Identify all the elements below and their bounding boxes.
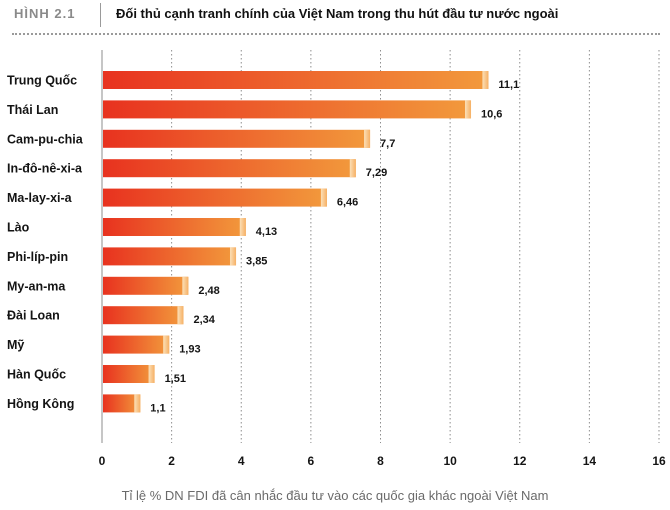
bar <box>103 247 237 266</box>
bar-end-cap <box>134 394 141 413</box>
bar-chart: 0 2 4 6 8 10 12 14 16 Trung Quốc 11,1 Thái Lan 10,6 C… <box>7 50 666 468</box>
bar-end-cap <box>230 247 237 266</box>
bar-end-cap <box>349 159 356 178</box>
value-label: 10,6 <box>481 108 502 120</box>
bar-group: Cam-pu-chia 7,7 <box>7 129 395 150</box>
bar-end-cap <box>182 276 189 295</box>
bar <box>103 159 356 178</box>
value-label: 1,93 <box>179 344 200 356</box>
category-label: Ma-lay-xi-a <box>7 191 73 205</box>
header-divider <box>100 3 101 27</box>
bar-group: Thái Lan 10,6 <box>7 100 502 120</box>
category-label: Hàn Quốc <box>7 368 66 382</box>
value-label: 2,34 <box>193 314 215 326</box>
category-label: Đài Loan <box>7 309 60 323</box>
category-label: My-an-ma <box>7 279 66 293</box>
bar-group: My-an-ma 2,48 <box>7 276 220 297</box>
bar-end-cap <box>163 335 170 354</box>
bar <box>103 394 141 413</box>
x-tick-label: 16 <box>652 454 666 468</box>
bar-group: In-đô-nê-xi-a 7,29 <box>7 159 387 179</box>
bar <box>103 71 489 89</box>
bar-end-cap <box>148 365 155 383</box>
bar <box>103 276 189 295</box>
bar <box>103 100 472 119</box>
bar <box>103 188 327 207</box>
bar-group: Lào 4,13 <box>7 218 277 238</box>
bar <box>103 306 184 325</box>
category-label: Cam-pu-chia <box>7 132 84 146</box>
bar-group: Hàn Quốc 1,51 <box>7 365 186 385</box>
value-label: 2,48 <box>198 285 219 297</box>
category-label: Phi-líp-pin <box>7 250 68 264</box>
bar-end-cap <box>482 71 489 89</box>
bar-group: Hồng Kông 1,1 <box>7 394 166 414</box>
bar-group: Phi-líp-pin 3,85 <box>7 247 267 267</box>
x-tick-label: 8 <box>377 454 384 468</box>
bar-group: Mỹ 1,93 <box>7 335 201 356</box>
value-label: 1,1 <box>150 402 165 414</box>
value-label: 3,85 <box>246 255 267 267</box>
bar-end-cap <box>239 218 246 236</box>
x-tick-label: 4 <box>238 454 245 468</box>
value-label: 11,1 <box>498 79 519 91</box>
chart-title: Đối thủ cạnh tranh chính của Việt Nam tr… <box>116 6 559 21</box>
bar <box>103 335 170 354</box>
value-label: 7,7 <box>380 138 395 150</box>
category-label: Mỹ <box>7 338 24 352</box>
category-label: Lào <box>7 221 30 235</box>
category-label: In-đô-nê-xi-a <box>7 162 83 176</box>
bar-end-cap <box>320 188 327 207</box>
value-label: 7,29 <box>366 167 387 179</box>
bar-group: Trung Quốc 11,1 <box>7 71 519 91</box>
x-axis-label: Tỉ lệ % DN FDI đã cân nhắc đầu tư vào cá… <box>121 488 549 503</box>
category-label: Hồng Kông <box>7 397 74 411</box>
value-label: 4,13 <box>256 226 277 238</box>
value-label: 6,46 <box>337 197 358 209</box>
figure-header: HÌNH 2.1 Đối thủ cạnh tranh chính của Vi… <box>0 0 670 32</box>
x-tick-label: 12 <box>513 454 527 468</box>
bar <box>103 365 155 383</box>
bar-group: Đài Loan 2,34 <box>7 306 216 326</box>
category-label: Trung Quốc <box>7 74 77 88</box>
x-tick-label: 6 <box>308 454 315 468</box>
bar-end-cap <box>465 100 472 119</box>
figure-label: HÌNH 2.1 <box>14 6 76 21</box>
header-dotted-rule <box>12 33 660 35</box>
x-tick-label: 14 <box>583 454 597 468</box>
bar-end-cap <box>177 306 184 325</box>
bar-end-cap <box>364 129 371 148</box>
x-tick-label: 0 <box>99 454 106 468</box>
bar-group: Ma-lay-xi-a 6,46 <box>7 188 358 209</box>
value-label: 1,51 <box>165 373 186 385</box>
x-tick-label: 2 <box>168 454 175 468</box>
bar <box>103 129 371 148</box>
bar <box>103 218 246 236</box>
x-tick-label: 10 <box>443 454 457 468</box>
category-label: Thái Lan <box>7 103 58 117</box>
